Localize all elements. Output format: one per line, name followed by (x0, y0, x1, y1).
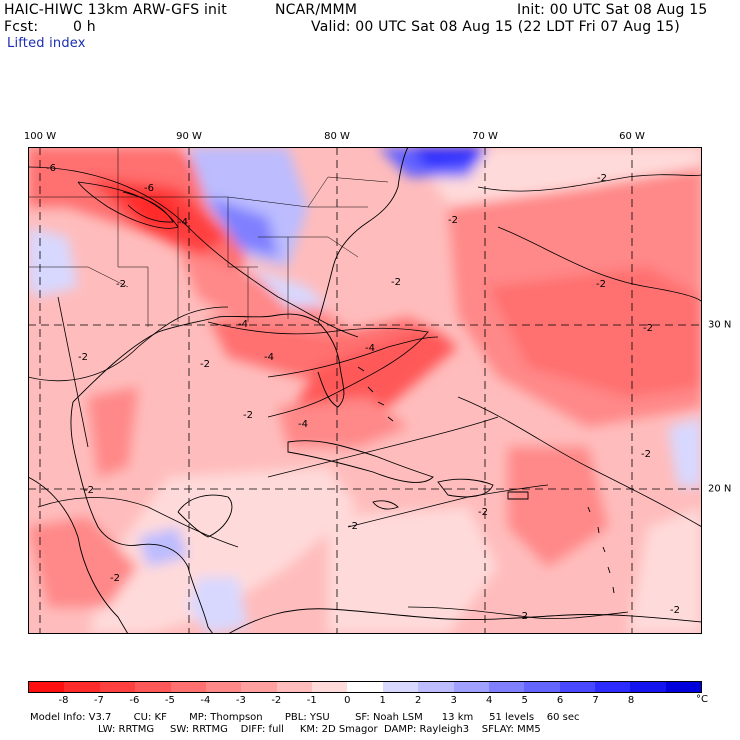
contour-label: -2 (670, 605, 680, 616)
contour-label: -2 (596, 279, 606, 290)
colorbar-tick-label: -5 (164, 695, 175, 706)
contour-label: -2 (478, 507, 488, 518)
colorbar-tick-label: -4 (200, 695, 211, 706)
colorbar-swatch (135, 682, 171, 692)
colorbar-swatch (312, 682, 348, 692)
lat-lon-grid (28, 147, 702, 634)
colorbar-tick-label: 2 (415, 695, 422, 706)
lon-label-70w: 70 W (472, 131, 498, 142)
contour-label: -6 (46, 163, 56, 174)
field-name: Lifted index (7, 36, 86, 51)
lon-label-90w: 90 W (176, 131, 202, 142)
colorbar-swatch (595, 682, 631, 692)
contour-label: -2 (84, 485, 94, 496)
init-time: Init: 00 UTC Sat 08 Aug 15 (517, 2, 708, 18)
colorbar-tick-label: 8 (627, 695, 635, 706)
colorbar-tick-label: 5 (521, 695, 528, 706)
colorbar-unit: °C (696, 694, 708, 705)
colorbar-swatch (453, 682, 489, 692)
organization: NCAR/MMM (275, 2, 358, 18)
lon-label-100w: 100 W (23, 131, 57, 142)
contour-label: -6 (144, 183, 154, 194)
model-info-line2: LW: RRTMG SW: RRTMG DIFF: full KM: 2D Sm… (98, 724, 541, 735)
valid-time: Valid: 00 UTC Sat 08 Aug 15 (22 LDT Fri … (311, 19, 680, 35)
colorbar-tick-label: -6 (129, 695, 140, 706)
colorbar-swatch (29, 682, 65, 692)
contour-label: -4 (178, 217, 188, 228)
colorbar-swatch (418, 682, 454, 692)
contour-label: -2 (643, 323, 653, 334)
colorbar-tick-label: -8 (58, 695, 69, 706)
contour-label: -2 (200, 359, 210, 370)
contour-label: -2 (597, 173, 607, 184)
contour-label: -2 (243, 410, 253, 421)
colorbar-tick-label: 1 (379, 695, 386, 706)
colorbar-swatch (241, 682, 277, 692)
contour-label: -2 (348, 521, 358, 532)
contour-label: -2 (448, 215, 458, 226)
colorbar-swatch (559, 682, 595, 692)
lat-label-30n: 30 N (708, 319, 732, 331)
model-info-line1: Model Info: V3.7 CU: KF MP: Thompson PBL… (30, 712, 580, 723)
coastlines (28, 147, 702, 634)
contour-label: -2 (110, 573, 120, 584)
colorbar-tick-label: 3 (450, 695, 457, 706)
colorbar-tick-label: -3 (235, 695, 246, 706)
colorbar-tick-label: -1 (306, 695, 317, 706)
contour-label: -2 (641, 449, 651, 460)
lifted-index-map: -6 -6 -4 -2 -2 -4 -4 -4 -2 -2 -2 -2 -4 -… (28, 147, 702, 634)
colorbar-tick-label: -7 (93, 695, 104, 706)
lon-label-80w: 80 W (324, 131, 350, 142)
colorbar-tick-label: 0 (344, 695, 351, 706)
state-borders (28, 147, 389, 327)
colorbar-swatch (665, 682, 702, 692)
colorbar-swatch (524, 682, 560, 692)
colorbar-swatch (99, 682, 136, 692)
colorbar (28, 681, 702, 693)
lat-label-20n: 20 N (708, 483, 732, 495)
colorbar-swatch (205, 682, 242, 692)
colorbar-swatch (170, 682, 206, 692)
contour-label: -4 (298, 419, 308, 430)
lon-label-60w: 60 W (619, 131, 645, 142)
colorbar-tick-label: 4 (485, 695, 493, 706)
colorbar-swatch (64, 682, 100, 692)
model-title: HAIC-HIWC 13km ARW-GFS init (4, 2, 227, 18)
contour-label: -2 (78, 352, 88, 363)
contour-label: -4 (238, 319, 248, 330)
forecast-label: Fcst: (4, 19, 39, 35)
contour-label: -2 (391, 277, 401, 288)
contour-label: -4 (365, 343, 375, 354)
colorbar-swatch (488, 682, 525, 692)
contour-label: -2 (116, 279, 126, 290)
contour-label: -4 (264, 352, 274, 363)
contour-label-group: -6 -6 -4 -2 -2 -4 -4 -4 -2 -2 -2 -2 -4 -… (46, 163, 680, 622)
forecast-hour: 0 h (73, 19, 96, 35)
field-shading (28, 147, 702, 634)
contour-lines (28, 166, 702, 620)
colorbar-tick-label: 6 (556, 695, 564, 706)
colorbar-swatch (630, 682, 666, 692)
colorbar-swatch (347, 682, 383, 692)
colorbar-swatch (382, 682, 419, 692)
colorbar-tick-label: 7 (592, 695, 599, 706)
colorbar-tick-label: -2 (271, 695, 282, 706)
contour-label: -2 (518, 611, 528, 622)
map-frame (28, 147, 702, 634)
colorbar-swatch (276, 682, 312, 692)
